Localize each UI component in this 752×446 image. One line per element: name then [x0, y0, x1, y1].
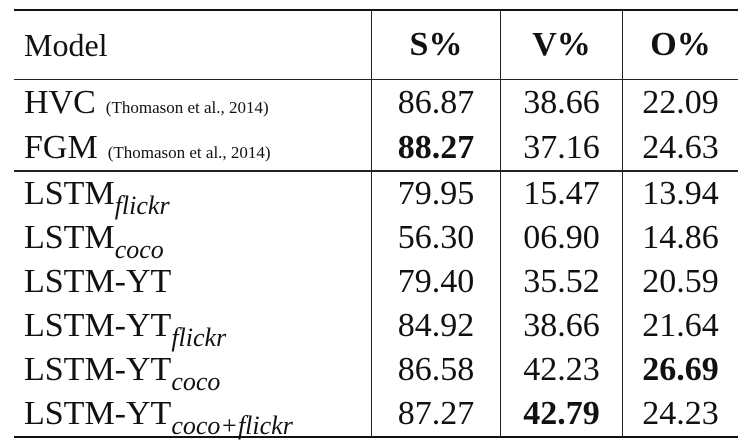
v-cell-best: 42.79: [500, 392, 623, 438]
model-name: HVC: [24, 83, 96, 121]
s-cell-best: 88.27: [371, 125, 501, 171]
s-cell: 86.58: [371, 348, 501, 392]
table-row: LSTMflickr 79.95 15.47 13.94: [14, 170, 738, 220]
table-row: HVC (Thomason et al., 2014) 86.87 38.66 2…: [14, 79, 738, 126]
model-cell: LSTMflickr: [14, 170, 372, 220]
model-cell: LSTM-YTcoco: [14, 348, 372, 396]
table-row: FGM (Thomason et al., 2014) 88.27 37.16 2…: [14, 125, 738, 171]
model-name: LSTM-YT: [24, 263, 172, 300]
s-cell: 84.92: [371, 304, 501, 348]
header-o: O%: [622, 9, 738, 80]
model-cell: LSTM-YTcoco+flickr: [14, 392, 372, 440]
s-cell: 87.27: [371, 392, 501, 438]
header-v: V%: [500, 9, 623, 80]
model-name: LSTM: [24, 175, 115, 212]
o-cell: 13.94: [622, 170, 738, 216]
table-row: LSTM-YTflickr 84.92 38.66 21.64: [14, 304, 738, 352]
model-name: FGM: [24, 128, 98, 166]
o-cell: 21.64: [622, 304, 738, 348]
o-cell: 24.23: [622, 392, 738, 438]
model-name: LSTM-YT: [24, 395, 172, 432]
table-row: LSTM-YT 79.40 35.52 20.59: [14, 260, 738, 304]
v-cell: 15.47: [500, 170, 623, 216]
model-name: LSTM-YT: [24, 351, 172, 388]
model-subscript: coco: [114, 235, 164, 264]
s-cell: 79.40: [371, 260, 501, 304]
header-row: Model S% V% O%: [14, 9, 738, 80]
model-subscript: flickr: [114, 191, 170, 220]
model-subscript: flickr: [171, 323, 227, 352]
model-name: LSTM-YT: [24, 307, 172, 344]
citation: (Thomason et al., 2014): [105, 97, 269, 117]
model-cell: HVC (Thomason et al., 2014): [14, 80, 372, 126]
v-cell: 38.66: [500, 304, 623, 348]
table-row: LSTMcoco 56.30 06.90 14.86: [14, 216, 738, 264]
v-cell: 35.52: [500, 260, 623, 304]
table-row: LSTM-YTcoco 86.58 42.23 26.69: [14, 348, 738, 396]
model-cell: LSTM-YTflickr: [14, 304, 372, 352]
s-cell: 86.87: [371, 79, 501, 125]
v-cell: 42.23: [500, 348, 623, 392]
s-cell: 56.30: [371, 216, 501, 260]
v-cell: 06.90: [500, 216, 623, 260]
o-cell: 24.63: [622, 125, 738, 171]
citation: (Thomason et al., 2014): [107, 142, 271, 162]
header-s: S%: [371, 9, 501, 80]
o-cell: 22.09: [622, 79, 738, 125]
header-model: Model: [14, 9, 372, 80]
model-subscript: coco+flickr: [171, 411, 293, 440]
model-cell: LSTM-YT: [14, 260, 372, 304]
table-row: LSTM-YTcoco+flickr 87.27 42.79 24.23: [14, 392, 738, 440]
o-cell-best: 26.69: [622, 348, 738, 392]
model-name: LSTM: [24, 219, 115, 256]
results-table: Model S% V% O% HVC (Thomason et al., 2014…: [14, 9, 738, 440]
s-cell: 79.95: [371, 170, 501, 216]
model-cell: LSTMcoco: [14, 216, 372, 264]
model-subscript: coco: [171, 367, 221, 396]
o-cell: 20.59: [622, 260, 738, 304]
o-cell: 14.86: [622, 216, 738, 260]
v-cell: 38.66: [500, 79, 623, 125]
v-cell: 37.16: [500, 125, 623, 171]
model-cell: FGM (Thomason et al., 2014): [14, 125, 372, 171]
